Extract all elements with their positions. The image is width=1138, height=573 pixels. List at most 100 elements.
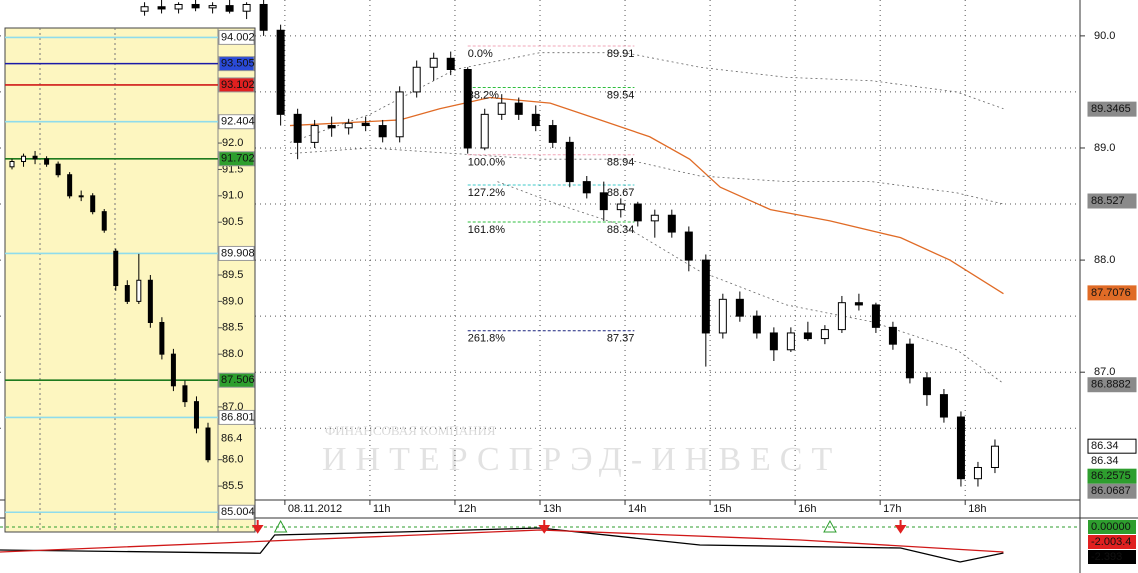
fib-label: 127.2% <box>468 187 506 199</box>
candle-body <box>157 6 166 10</box>
inset-level-tag <box>218 29 255 45</box>
candle-body <box>922 377 931 396</box>
inset-level-tag <box>218 114 255 130</box>
candle-body <box>225 5 234 12</box>
indicator-line <box>0 529 1004 553</box>
inset-tick-label: 92.0 <box>222 137 243 149</box>
candle-body <box>820 329 829 340</box>
candle-body <box>769 332 778 351</box>
inset-background <box>4 27 256 533</box>
indicator-tag-label: -2.003.4 <box>1091 536 1131 548</box>
y-tick-label: 89.0 <box>1094 142 1115 154</box>
inset-level-label: 94.002 <box>221 31 255 43</box>
inset-panel: 85.5 86.0 87.0 88.0 88.5 89.0 89.5 90.5 91.0 91.5… <box>4 27 256 533</box>
y-tick-label: 88.0 <box>1094 254 1115 266</box>
watermark-large: ИНТЕРСПРЭД-ИНВЕСТ <box>322 441 841 478</box>
band-line <box>289 52 1004 143</box>
price-tag <box>1087 483 1137 499</box>
candle-body <box>9 161 15 168</box>
inset-tick-label: 89.0 <box>222 295 243 307</box>
y-tick-label: 87.0 <box>1094 366 1115 378</box>
price-tag-label: 86.34 <box>1091 455 1119 467</box>
inset-level-tag <box>218 151 255 167</box>
price-tag <box>1087 377 1137 393</box>
candle-body <box>159 321 165 355</box>
inset-tick-label: 89.5 <box>222 269 243 281</box>
indicator-line <box>0 527 1004 563</box>
buy-triangle <box>273 519 288 533</box>
candle-body <box>735 298 744 317</box>
candle-body <box>147 279 153 323</box>
inset-level-label: 87.506 <box>221 374 255 386</box>
candle-body <box>259 3 268 31</box>
candle-body <box>582 181 591 194</box>
candle-body <box>276 29 285 115</box>
indicator-tag <box>1088 550 1136 564</box>
price-tag-label: 86.0687 <box>1091 485 1131 497</box>
candle-body <box>837 302 846 331</box>
candle-body <box>182 385 188 403</box>
price-tag <box>1087 193 1137 209</box>
candle-body <box>327 125 336 129</box>
inset-level-label: 86.4 <box>221 432 242 444</box>
candle-body <box>803 332 812 340</box>
buy-triangle <box>823 519 837 533</box>
candle-body <box>565 141 574 183</box>
candle-body <box>667 214 676 233</box>
sell-arrow <box>251 520 264 534</box>
fib-label: 261.8% <box>468 333 506 345</box>
candle-body <box>497 102 506 115</box>
price-tag <box>1087 468 1137 484</box>
y-tick-label: 90.0 <box>1094 30 1115 42</box>
fib-value: 89.54 <box>607 89 635 101</box>
inset-level-label: 91.702 <box>221 153 255 165</box>
candle-body <box>174 3 183 10</box>
candle-body <box>55 163 61 176</box>
inset-level-label: 89.908 <box>221 247 255 259</box>
candle-body <box>752 315 761 334</box>
candle-body <box>463 69 472 149</box>
fib-label: 100.0% <box>468 157 506 169</box>
x-tick-label: 16h <box>798 503 816 515</box>
candle-body <box>956 416 965 480</box>
price-tag <box>1087 438 1137 454</box>
x-tick-label: 13h <box>543 503 561 515</box>
sell-arrow <box>894 520 907 534</box>
candle-body <box>78 195 84 198</box>
price-tag-label: 86.2575 <box>1091 470 1131 482</box>
inset-level-label: 86.801 <box>221 411 255 423</box>
sell-arrow <box>538 520 551 534</box>
candle-body <box>205 427 211 461</box>
candle-body <box>973 466 982 480</box>
candle-body <box>684 231 693 261</box>
candle-body <box>990 445 999 468</box>
price-tag-label: 86.34 <box>1091 440 1119 452</box>
inset-tick-label: 91.5 <box>222 163 243 175</box>
candle-body <box>888 326 897 345</box>
inset-level-label: 93.505 <box>221 58 255 70</box>
inset-level-tag <box>218 409 255 425</box>
candle-body <box>531 113 540 127</box>
candle-body <box>293 113 302 143</box>
band-line <box>497 181 1004 384</box>
fib-value: 89.91 <box>607 48 635 60</box>
candle-body <box>242 3 251 12</box>
candle-body <box>67 174 73 197</box>
candle-body <box>124 285 130 302</box>
x-tick-label: 12h <box>458 503 476 515</box>
inset-level-tag <box>218 245 255 261</box>
candle-body <box>361 122 370 127</box>
inset-tick-label: 90.5 <box>222 216 243 228</box>
candle-body <box>21 155 27 163</box>
x-tick-label: 17h <box>883 503 901 515</box>
inset-level-tag <box>218 504 255 520</box>
x-tick-label: 11h <box>373 503 391 515</box>
fib-value: 88.94 <box>607 157 635 169</box>
indicator-tag-label: -2.393 <box>1091 551 1122 563</box>
x-tick-label: 18h <box>968 503 986 515</box>
candle-body <box>905 343 914 379</box>
candle-body <box>193 401 199 429</box>
candle-body <box>310 125 319 143</box>
inset-level-tag <box>218 77 255 93</box>
